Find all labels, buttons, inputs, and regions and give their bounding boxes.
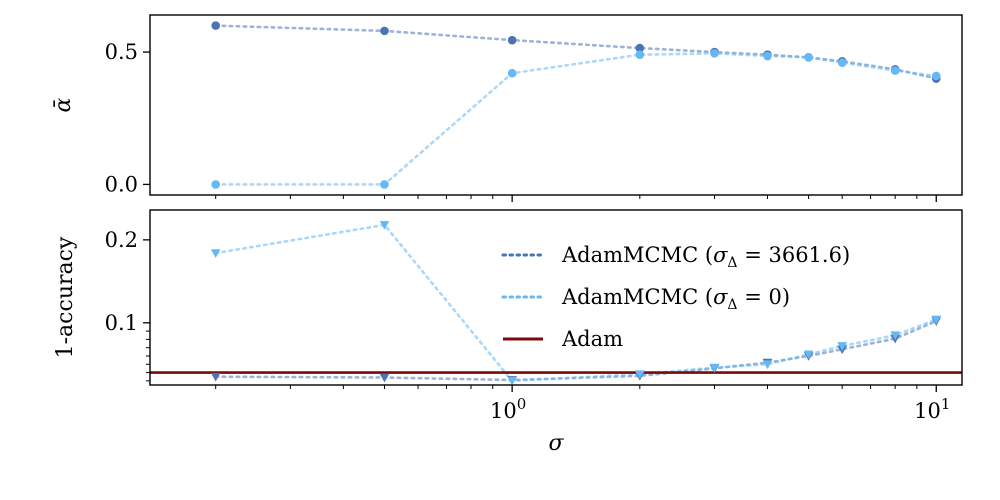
- y-tick-label: 0.0: [105, 172, 138, 196]
- data-point: [837, 58, 847, 67]
- x-tick-label: 100: [490, 395, 526, 423]
- data-point: [837, 342, 847, 351]
- data-point: [210, 249, 221, 258]
- data-point: [763, 51, 772, 61]
- x-axis-ticks: 100 101: [490, 395, 950, 423]
- y-tick-label: 0.5: [105, 40, 138, 64]
- data-point: [709, 363, 720, 373]
- data-point: [635, 43, 645, 53]
- legend-label: AdamMCMC (σΔ = 0): [561, 285, 790, 313]
- data-point: [380, 180, 389, 189]
- data-point: [210, 372, 221, 382]
- legend-label: Adam: [561, 327, 623, 351]
- y-tick-label: 0.2: [105, 228, 138, 252]
- data-point: [635, 50, 645, 60]
- data-point: [931, 71, 941, 81]
- x-tick-label: 101: [914, 395, 950, 423]
- data-point: [804, 53, 813, 62]
- series-line-dark: [214, 24, 938, 80]
- data-point: [507, 35, 517, 45]
- data-point: [890, 66, 900, 75]
- data-point: [379, 221, 390, 230]
- legend-label: AdamMCMC (σΔ = 3661.6): [561, 243, 850, 271]
- legend: AdamMCMC (σΔ = 3661.6) AdamMCMC (σΔ = 0) A…: [501, 243, 850, 351]
- y-axis-label: 1-accuracy: [53, 236, 78, 358]
- panel-frame: [149, 209, 963, 386]
- panel-frame: [149, 14, 963, 196]
- y-axis-label: ᾱ: [51, 97, 76, 112]
- y-tick-label: 0.1: [105, 311, 138, 335]
- data-point: [635, 370, 645, 380]
- data-point: [211, 21, 220, 30]
- panel-alpha: 0.0 0.5 ᾱ: [51, 14, 963, 202]
- data-point: [380, 26, 389, 36]
- data-point: [507, 68, 517, 78]
- data-point: [931, 315, 942, 325]
- data-point: [211, 180, 220, 189]
- x-axis-label: σ: [548, 431, 564, 456]
- data-point: [379, 373, 390, 383]
- data-point: [890, 331, 900, 341]
- data-point: [710, 49, 719, 58]
- data-point: [507, 377, 517, 386]
- data-point: [803, 350, 814, 360]
- series-line-light: [214, 52, 938, 186]
- data-point: [762, 360, 773, 370]
- series-line-light: [214, 223, 938, 383]
- panel-error: 0.1 0.2 1-accuracy: [53, 209, 963, 392]
